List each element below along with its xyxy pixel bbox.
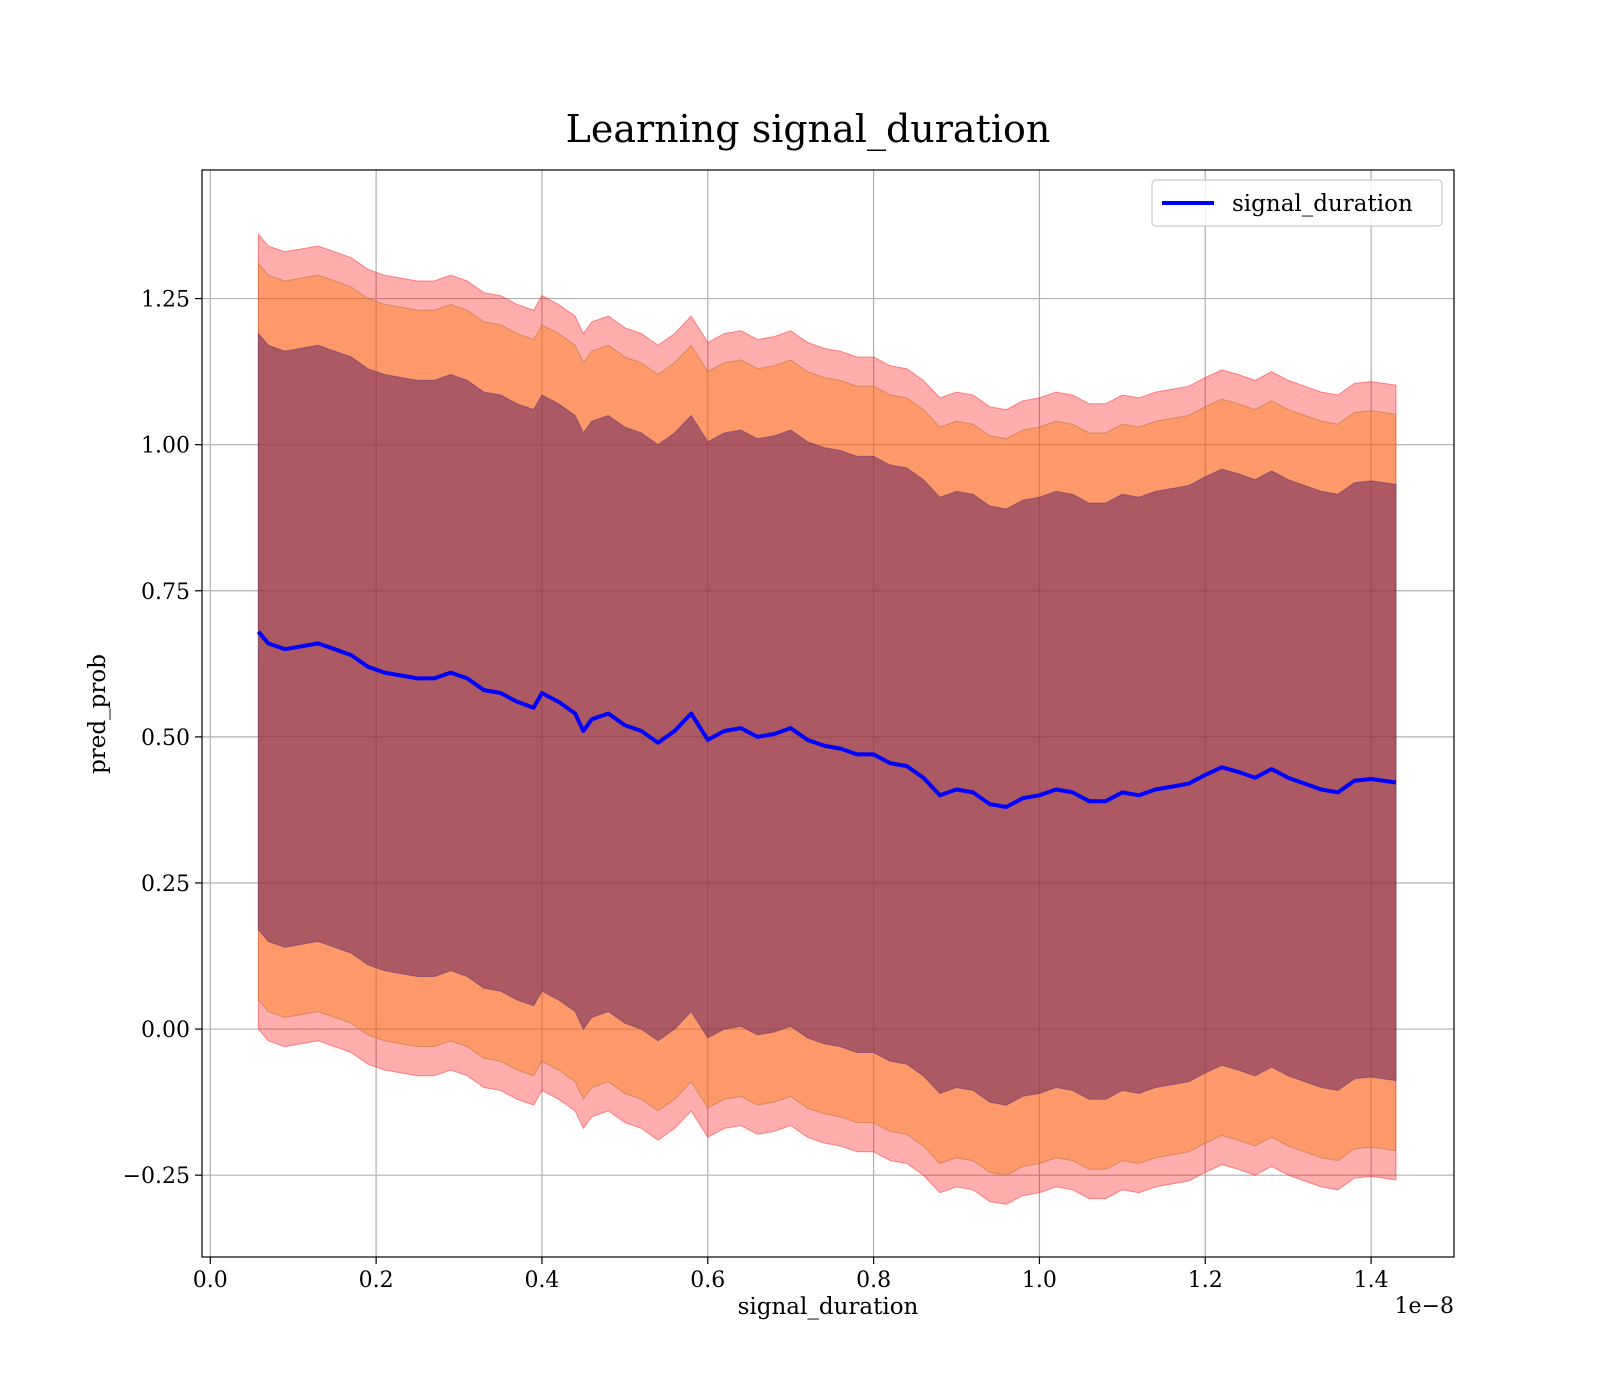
- x-tick-label: 0.6: [690, 1268, 725, 1293]
- y-tick-label: 1.25: [141, 288, 190, 313]
- legend-label: signal_duration: [1232, 191, 1413, 217]
- y-tick-label: 0.00: [141, 1018, 190, 1043]
- x-tick-label: 0.0: [193, 1268, 228, 1293]
- x-tick-label: 0.8: [856, 1268, 891, 1293]
- x-tick-label: 1.0: [1022, 1268, 1057, 1293]
- x-tick-label: 1.4: [1354, 1268, 1389, 1293]
- y-tick-label: 1.00: [141, 434, 190, 459]
- axes: 0.0 0.2 0.4 0.6 0.8 1.0 1.2 1.4 −0.25 0.00 0.25 0.5…: [123, 288, 1389, 1293]
- chart-title: Learning signal_duration: [566, 107, 1051, 152]
- x-tick-label: 0.2: [359, 1268, 394, 1293]
- y-tick-label: 0.25: [141, 872, 190, 897]
- x-tick-label: 0.4: [524, 1268, 559, 1293]
- y-tick-label: 0.50: [141, 726, 190, 751]
- plot-area: [202, 170, 1454, 1257]
- legend: signal_duration: [1151, 179, 1443, 227]
- y-tick-label: −0.25: [123, 1164, 190, 1189]
- y-tick-label: 0.75: [141, 580, 190, 605]
- y-axis-label: pred_prob: [85, 654, 111, 774]
- series-line-signal_duration: [256, 630, 1397, 809]
- x-offset-text: 1e−8: [1395, 1294, 1454, 1319]
- x-axis-label: signal_duration: [738, 1294, 919, 1320]
- plot-frame: [201, 169, 1455, 1258]
- band-inner: [257, 332, 1397, 1106]
- x-tick-label: 1.2: [1188, 1268, 1223, 1293]
- legend-box: [1151, 179, 1443, 227]
